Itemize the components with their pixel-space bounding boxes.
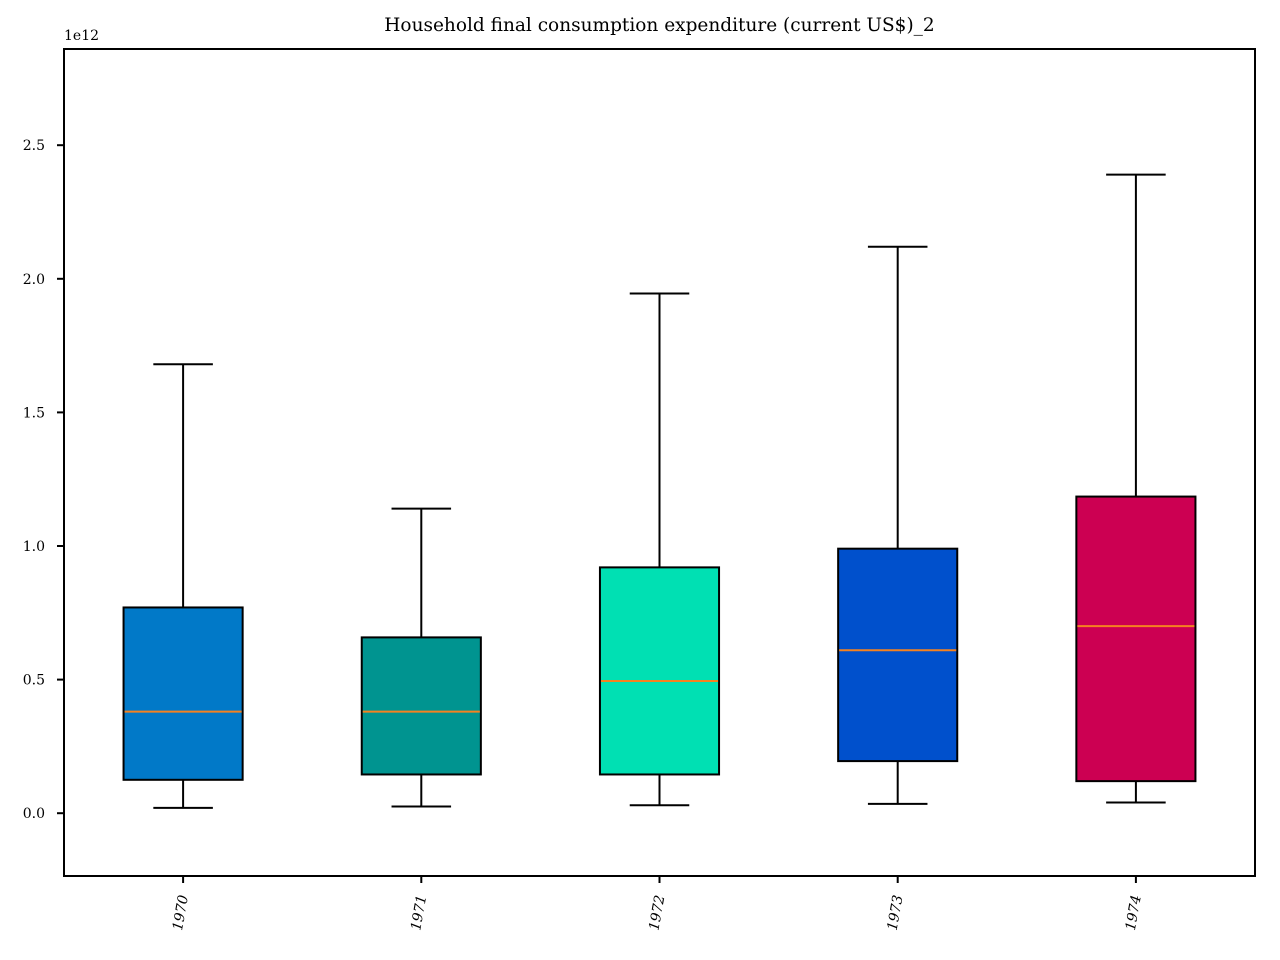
y-tick-label: 1.5	[23, 405, 45, 421]
box-1974	[1075, 495, 1197, 783]
y-tick-label: 0.0	[23, 806, 45, 822]
x-tick-label: 1971	[408, 894, 430, 932]
x-tick-label: 1973	[885, 894, 907, 932]
plot-frame	[63, 48, 1256, 877]
box-1970	[122, 606, 244, 781]
box-1973	[837, 547, 959, 763]
y-tick-label: 2.5	[23, 138, 45, 154]
y-axis-scale-label: 1e12	[64, 28, 99, 44]
plot-area: 0.0 0.5 1.0 1.5 2.0 2.5 1970 1971 1972 1973 1974	[23, 138, 1197, 932]
x-tick-label: 1970	[170, 894, 192, 932]
box-1971	[360, 636, 482, 776]
x-tick-label: 1974	[1123, 894, 1145, 932]
y-tick-label: 1.0	[23, 539, 45, 555]
box-1972	[598, 566, 721, 776]
chart-title: Household final consumption expenditure …	[384, 15, 934, 36]
y-tick-label: 2.0	[23, 272, 45, 288]
x-tick-label: 1972	[646, 894, 668, 932]
y-tick-label: 0.5	[23, 673, 45, 689]
